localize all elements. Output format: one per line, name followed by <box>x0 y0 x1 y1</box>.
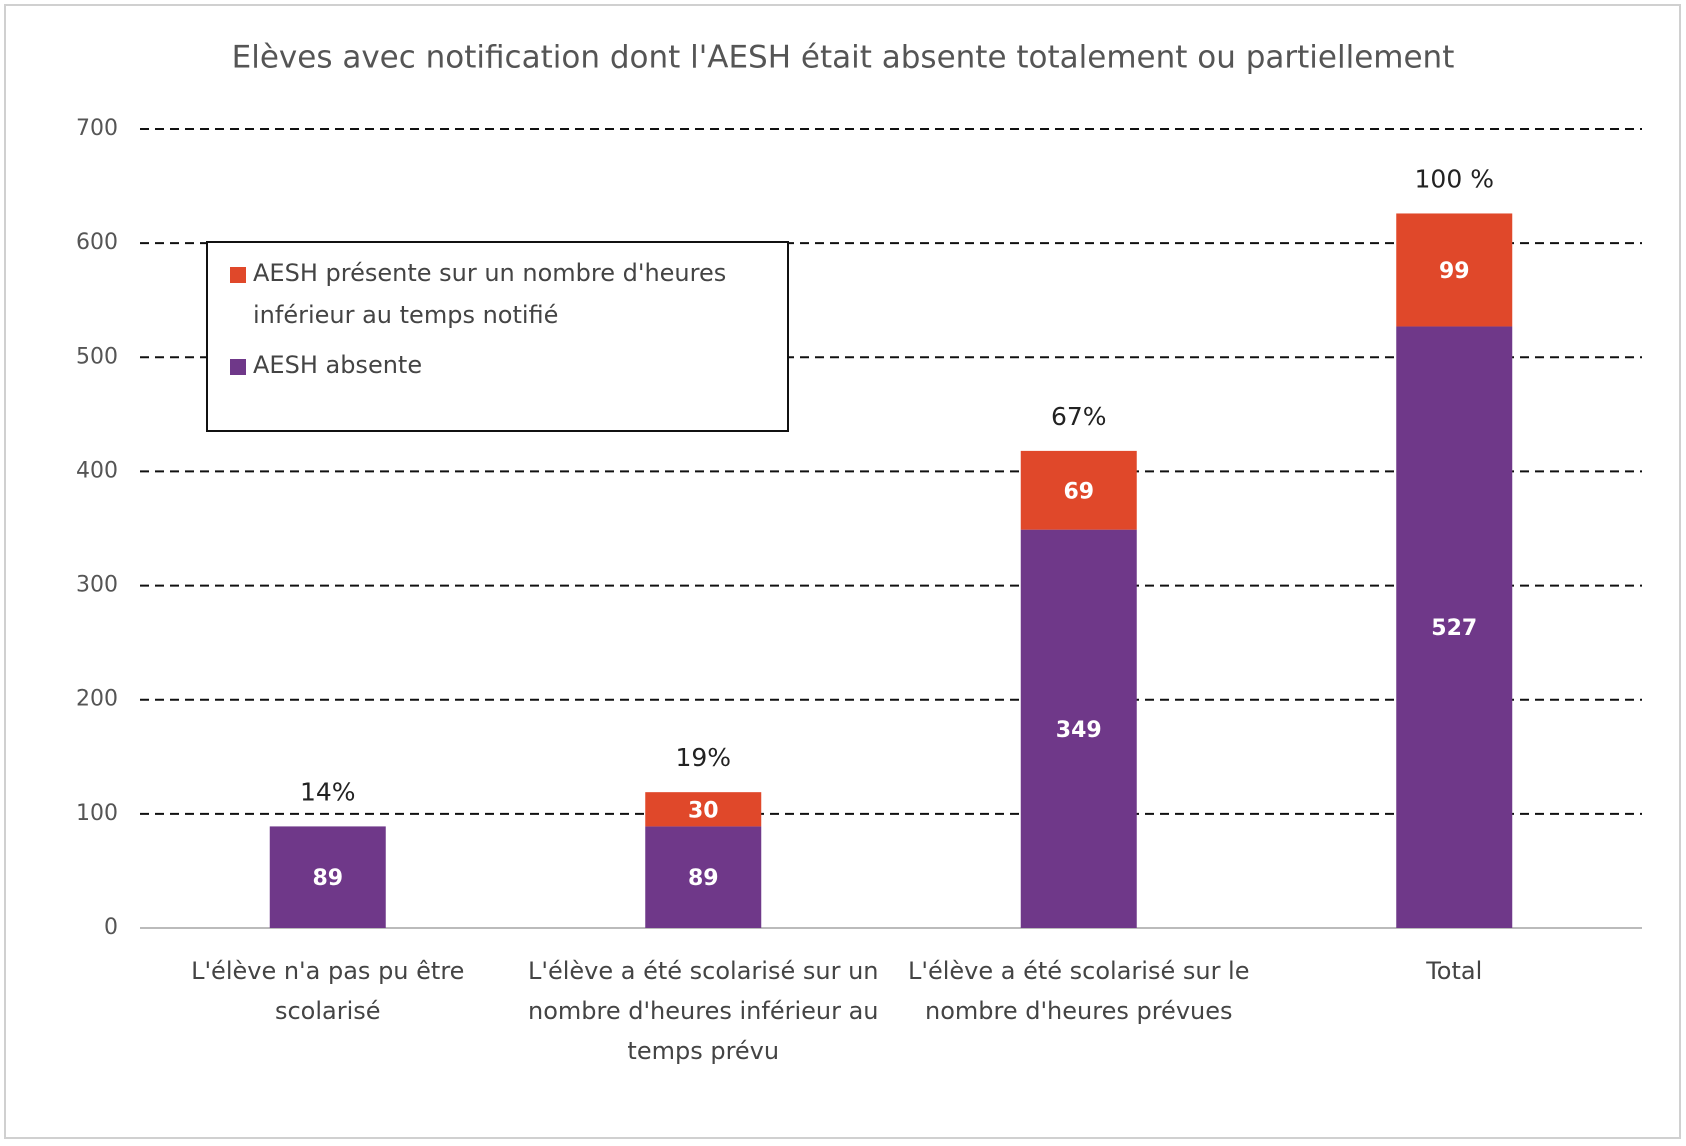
legend-label: AESH absente <box>253 351 423 379</box>
y-tick-label: 500 <box>76 344 118 369</box>
bar-segment <box>1020 450 1137 530</box>
legend-swatch <box>230 267 246 283</box>
data-label: 527 <box>1431 616 1477 641</box>
data-label: 349 <box>1056 718 1102 743</box>
y-tick-label: 400 <box>76 458 118 483</box>
x-tick-label: L'élève n'a pas pu être scolarisé <box>191 957 465 1025</box>
y-tick-label: 700 <box>76 116 118 141</box>
data-label: 89 <box>312 866 343 891</box>
legend-swatch <box>230 359 246 375</box>
bar-segment <box>1020 529 1137 928</box>
bar-segment <box>1396 213 1513 327</box>
data-label: 69 <box>1063 479 1094 504</box>
y-tick-label: 0 <box>104 915 118 940</box>
bar-segment <box>645 792 762 827</box>
x-tick-label: L'élève a été scolarisé sur un nombre d'… <box>527 957 879 1065</box>
x-tick-label: Total <box>1426 957 1483 985</box>
x-tick-label: L'élève a été scolarisé sur le nombre d'… <box>907 957 1250 1025</box>
bar-segment <box>645 826 762 928</box>
legend-label: AESH présente sur un nombre d'heures inf… <box>253 259 727 329</box>
chart-title: Elèves avec notification dont l'AESH éta… <box>232 40 1455 76</box>
y-tick-label: 200 <box>76 687 118 712</box>
data-label: 89 <box>688 866 719 891</box>
bar-segment <box>269 826 386 928</box>
annotation: 67% <box>1051 402 1107 431</box>
annotation: 19% <box>675 743 731 772</box>
legend-box <box>206 241 789 432</box>
y-tick-label: 300 <box>76 573 118 598</box>
annotation: 14% <box>300 777 356 806</box>
data-label: 99 <box>1439 259 1470 284</box>
annotation: 100 % <box>1415 164 1494 193</box>
bar-segment <box>1396 326 1513 928</box>
data-label: 30 <box>688 798 719 823</box>
y-tick-label: 100 <box>76 801 118 826</box>
y-tick-label: 600 <box>76 230 118 255</box>
